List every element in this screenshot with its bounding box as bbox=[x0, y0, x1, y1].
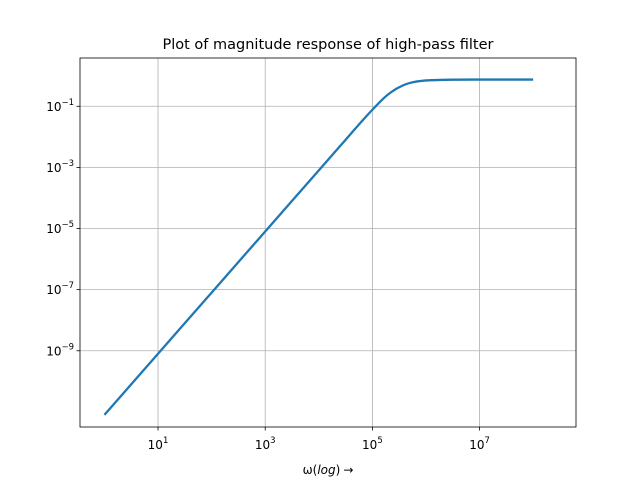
y-tick-label: 10−9 bbox=[46, 342, 74, 358]
x-tick-label: 101 bbox=[148, 436, 169, 452]
y-tick-label: 10−5 bbox=[46, 220, 74, 236]
axes-frame bbox=[79, 57, 577, 428]
y-tick-label: 10−7 bbox=[46, 281, 74, 297]
chart-title: Plot of magnitude response of high-pass … bbox=[162, 37, 493, 53]
plot-area: 101 103 105 107 10−1 10−3 10−5 10−7 10−9 bbox=[46, 57, 577, 452]
y-tick-label: 10−3 bbox=[46, 159, 74, 175]
y-tick-label: 10−1 bbox=[46, 98, 74, 114]
x-axis-label: ω(log) → bbox=[303, 463, 354, 477]
y-axis-ticks: 10−1 10−3 10−5 10−7 10−9 bbox=[46, 98, 80, 358]
series-layer bbox=[103, 78, 534, 416]
x-tick-label: 103 bbox=[255, 436, 276, 452]
series-line bbox=[103, 78, 534, 416]
x-axis-ticks: 101 103 105 107 bbox=[148, 427, 490, 452]
x-tick-label: 107 bbox=[469, 436, 490, 452]
x-tick-label: 105 bbox=[362, 436, 383, 452]
grid-lines bbox=[80, 58, 576, 427]
